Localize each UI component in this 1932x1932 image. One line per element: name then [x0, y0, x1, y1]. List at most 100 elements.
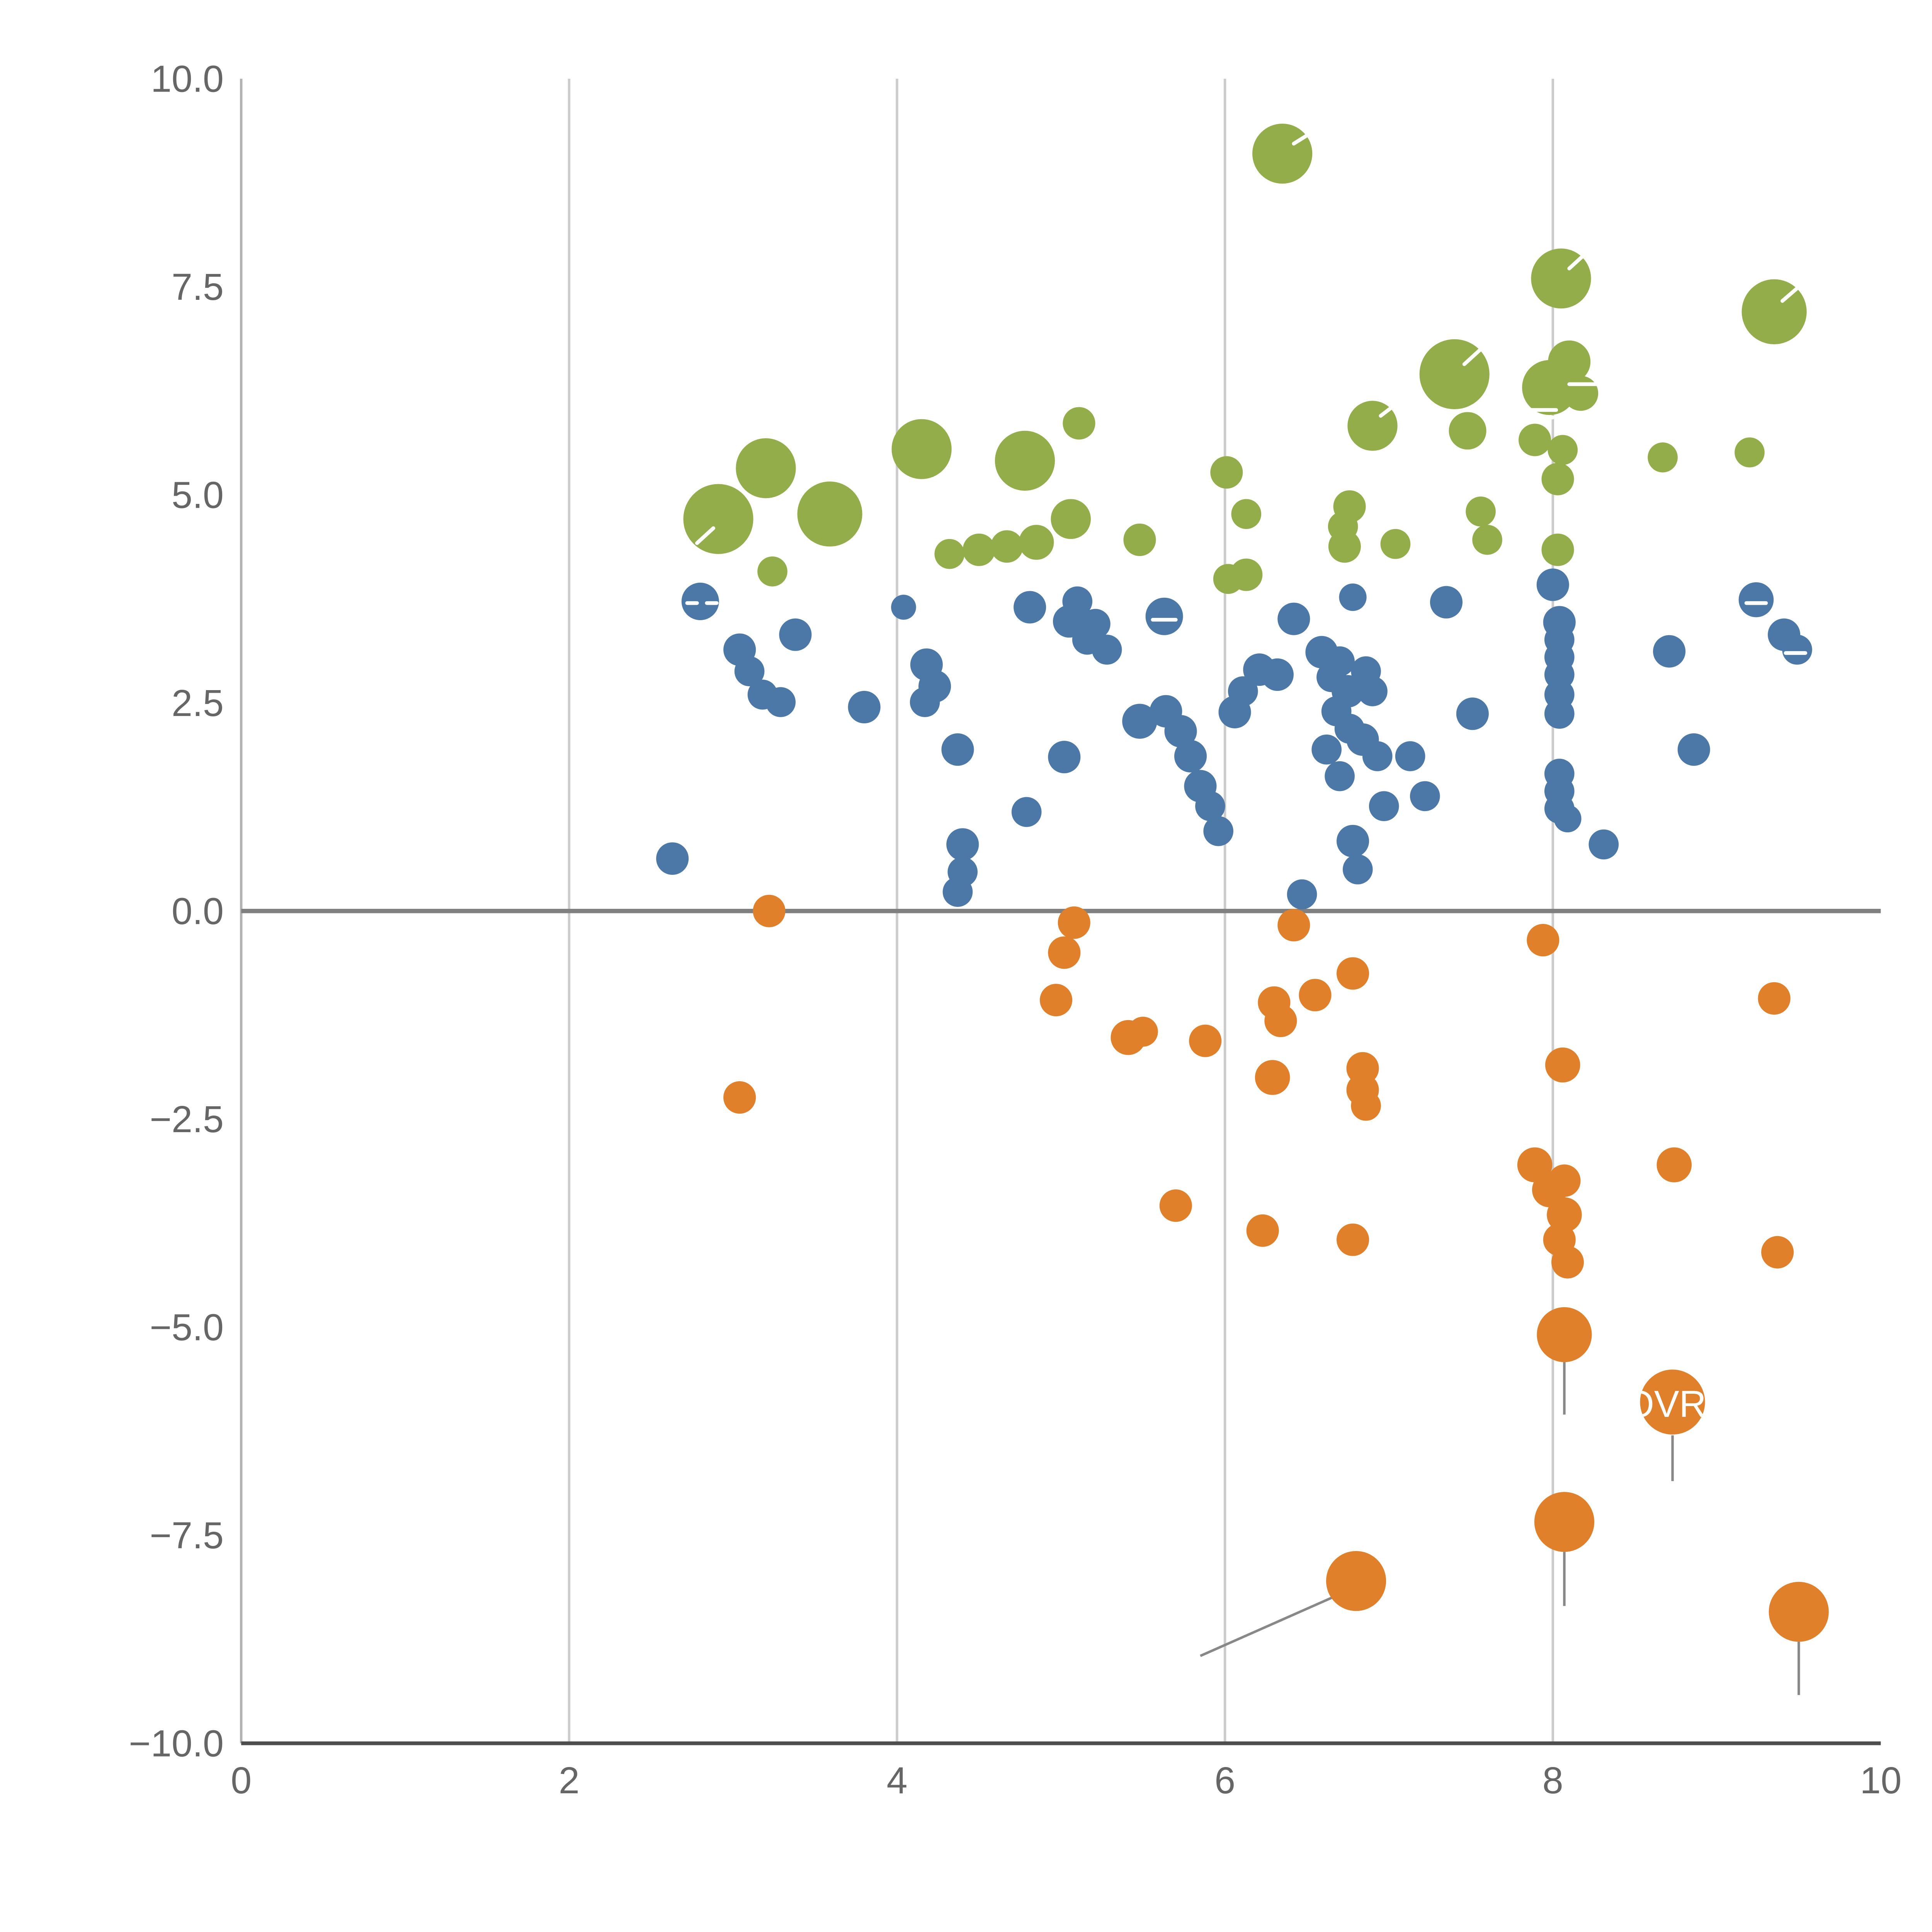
data-point-blue [1362, 741, 1393, 771]
data-point-orange [1246, 1214, 1279, 1247]
data-point-orange [1264, 1004, 1297, 1037]
data-point-green [963, 533, 995, 566]
data-point-blue [1410, 781, 1440, 811]
data-point-blue [1430, 586, 1463, 619]
data-point-blue [1588, 829, 1619, 860]
data-point-green [1735, 437, 1765, 468]
data-point-green [1019, 525, 1054, 560]
data-point-green [1563, 376, 1599, 411]
data-point-orange [1255, 1060, 1290, 1095]
y-tick-label: 10.0 [151, 58, 224, 100]
data-point-blue [1337, 825, 1369, 857]
data-point-green [995, 430, 1055, 491]
data-point-blue [765, 687, 796, 717]
data-point-blue [1062, 586, 1093, 617]
data-point-orange [1299, 979, 1332, 1012]
data-point-blue [1174, 740, 1207, 773]
data-point-green [1051, 499, 1091, 539]
data-point-blue [1339, 583, 1367, 611]
y-tick-label: −5.0 [150, 1306, 224, 1349]
data-point-orange [1551, 1246, 1584, 1279]
data-point-blue [1203, 816, 1233, 846]
data-point-green [891, 419, 952, 479]
data-point-green [1519, 423, 1551, 456]
data-point-orange [1545, 1047, 1580, 1083]
data-point-orange [1761, 1236, 1794, 1269]
x-tick-label: 10 [1860, 1759, 1901, 1801]
data-point-blue [1122, 704, 1157, 739]
data-point-blue [941, 733, 974, 766]
data-point-green [736, 438, 796, 498]
data-point-orange [1547, 1197, 1582, 1233]
data-point-green [1231, 499, 1262, 529]
data-point-blue [1164, 715, 1197, 748]
x-tick-label: 4 [886, 1759, 907, 1801]
data-point-blue [1277, 602, 1310, 635]
data-point-blue [1343, 854, 1373, 884]
data-point-blue [656, 842, 689, 875]
data-point-blue [1145, 597, 1183, 635]
data-point-blue [1325, 646, 1355, 677]
data-point-orange [1640, 1369, 1705, 1435]
data-point-green [934, 539, 965, 569]
data-point-orange [1159, 1189, 1192, 1222]
data-point-blue [1456, 697, 1489, 730]
data-point-green [1252, 123, 1313, 184]
data-point-blue [1261, 658, 1294, 691]
data-point-green [990, 530, 1023, 563]
data-point-green [1449, 412, 1486, 450]
data-point-orange [1537, 1307, 1592, 1362]
data-point-green [1380, 529, 1411, 559]
data-point-blue [1014, 591, 1046, 624]
data-point-green [683, 484, 753, 554]
label-fragment [1379, 401, 1399, 418]
data-point-orange [1351, 1090, 1381, 1121]
data-point-orange [1128, 1017, 1158, 1047]
data-point-blue [1738, 582, 1774, 617]
data-point-green [1541, 463, 1574, 495]
data-point-blue [848, 690, 881, 724]
y-tick-label: −10.0 [129, 1723, 223, 1765]
data-point-green [1548, 435, 1578, 465]
label-fragment [1462, 347, 1483, 366]
data-point-orange [1048, 936, 1081, 969]
data-point-green [1210, 456, 1243, 489]
data-point-green [1648, 442, 1678, 473]
data-point-orange [1058, 906, 1090, 939]
data-point-blue [891, 595, 916, 620]
data-point-blue [1653, 635, 1686, 668]
data-point-blue [1080, 609, 1111, 639]
data-point-blue [1011, 797, 1042, 827]
data-point-green [1541, 533, 1574, 566]
x-tick-label: 6 [1214, 1759, 1235, 1801]
label-fragment [1780, 285, 1801, 303]
data-point-blue [681, 582, 719, 620]
data-point-blue [1554, 805, 1582, 833]
data-point-blue [1195, 791, 1225, 821]
data-point-green [1328, 530, 1361, 563]
data-point-blue [1369, 791, 1399, 821]
data-point-green [797, 481, 862, 547]
data-point-blue [946, 828, 979, 861]
data-point-blue [1287, 879, 1317, 910]
data-point-green [757, 556, 787, 587]
x-tick-label: 0 [231, 1759, 252, 1801]
point-label: OVR [1625, 1383, 1706, 1425]
data-point-orange [1337, 957, 1369, 990]
data-point-blue [1782, 634, 1812, 665]
label-fragment [1292, 128, 1317, 146]
data-point-orange [1758, 982, 1791, 1015]
data-point-blue [1092, 634, 1122, 665]
y-tick-label: 0.0 [172, 890, 224, 932]
data-point-green [1472, 525, 1502, 555]
data-point-blue [1325, 761, 1355, 791]
data-point-orange [1277, 909, 1310, 942]
label-fragment [1567, 252, 1588, 270]
data-point-blue [1677, 733, 1710, 766]
data-point-orange [1534, 1492, 1595, 1552]
data-point-blue [910, 687, 940, 717]
x-tick-label: 2 [559, 1759, 580, 1801]
data-point-green [1213, 564, 1243, 594]
